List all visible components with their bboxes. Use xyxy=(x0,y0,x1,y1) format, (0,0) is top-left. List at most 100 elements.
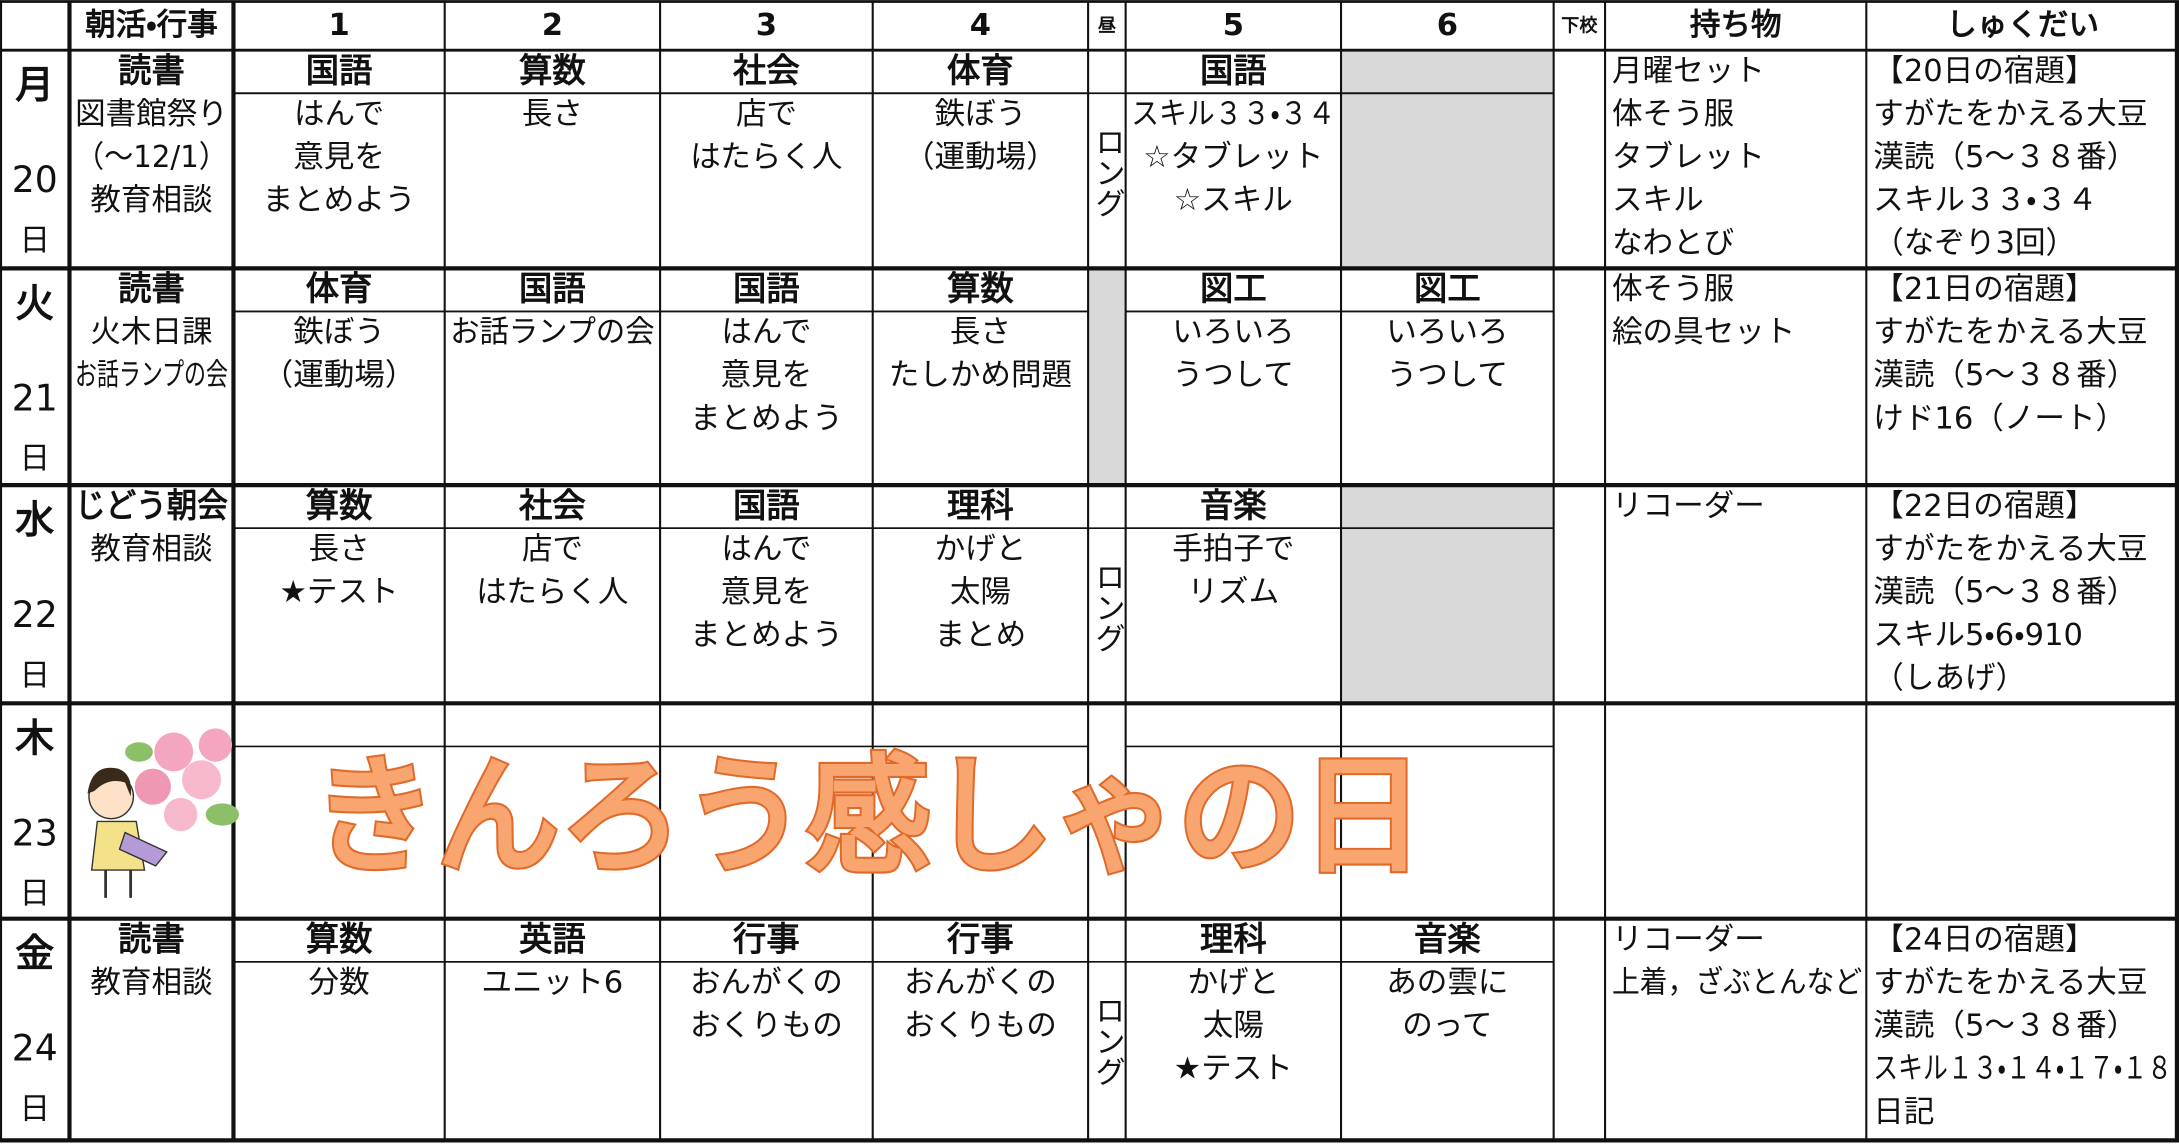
subject: 国語 xyxy=(733,269,800,308)
subject: 算数 xyxy=(306,919,373,958)
period-note: 長さ xyxy=(309,532,370,567)
homework: すがたをかえる大豆 xyxy=(1873,97,2147,132)
belonging: リコーダー xyxy=(1612,489,1765,524)
belonging: 月曜セット xyxy=(1612,54,1765,89)
morning-note: 火木日課 xyxy=(90,315,212,350)
period-note: まとめよう xyxy=(690,401,843,436)
header-label: 持ち物 xyxy=(1690,8,1782,43)
period-note: はんで xyxy=(294,97,384,132)
belonging: 絵の具セット xyxy=(1612,315,1795,350)
date-unit: 日 xyxy=(19,223,50,258)
period-note: かげと xyxy=(935,532,1027,567)
flower xyxy=(134,768,171,805)
subject: 算数 xyxy=(947,269,1014,308)
subject: 英語 xyxy=(519,919,586,958)
belonging: スキル xyxy=(1612,183,1704,218)
date-number: 23 xyxy=(12,811,58,854)
period-note: まとめよう xyxy=(263,183,416,218)
date-number: 20 xyxy=(12,158,58,201)
subject: 国語 xyxy=(519,269,586,308)
flower xyxy=(154,732,194,772)
subject: 音楽 xyxy=(1200,486,1267,525)
belonging: リコーダー xyxy=(1612,922,1765,957)
period-note: ユニット6 xyxy=(482,966,624,1001)
date-number: 21 xyxy=(12,376,58,419)
morning-note: 教育相談 xyxy=(90,966,212,1001)
flower xyxy=(163,797,198,832)
lunch-note: ロング xyxy=(1089,995,1124,1087)
flower xyxy=(182,760,221,800)
subject: 国語 xyxy=(733,486,800,525)
subject: 算数 xyxy=(519,51,586,90)
homework: スキル5・6・910 xyxy=(1873,618,2083,653)
subject: 社会 xyxy=(732,51,800,90)
header-label: しゅくだい xyxy=(1946,8,2099,43)
subject: 行事 xyxy=(946,919,1014,958)
homework: 漢読（5～３８番） xyxy=(1873,140,2137,175)
period-note: まとめよう xyxy=(690,618,843,653)
belonging: 体そう服 xyxy=(1612,272,1734,307)
holiday-banner: きんろう感しゃの日 xyxy=(313,743,1425,892)
subject: 算数 xyxy=(306,486,373,525)
subject: 図工 xyxy=(1200,269,1267,308)
subject: 体育 xyxy=(306,269,373,308)
header-label: 3 xyxy=(756,8,777,43)
period-note: 店で xyxy=(522,532,583,567)
cell-fill xyxy=(1341,50,1554,269)
subject: 図工 xyxy=(1414,269,1481,308)
period-note: のって xyxy=(1402,1009,1492,1044)
period-note: かげと xyxy=(1187,966,1279,1001)
period-note: 意見を xyxy=(721,358,813,393)
morning-note: じどう朝会 xyxy=(75,486,228,525)
period-note: はんで xyxy=(721,532,811,567)
subject: 社会 xyxy=(518,486,586,525)
period-note: （運動場） xyxy=(904,140,1057,175)
period-note: 鉄ぼう xyxy=(935,97,1027,132)
period-note: まとめ xyxy=(935,618,1027,653)
subject: 国語 xyxy=(306,51,373,90)
homework: すがたをかえる大豆 xyxy=(1873,966,2147,1001)
day-name: 金 xyxy=(15,932,54,977)
morning-note: （～12/1） xyxy=(75,140,228,175)
morning-note: 読書 xyxy=(118,919,185,958)
period-note: ★テスト xyxy=(280,575,399,610)
period-note: リズム xyxy=(1187,575,1279,610)
period-note: 分数 xyxy=(309,966,370,1001)
homework: 【21日の宿題】 xyxy=(1873,272,2095,307)
period-note: おんがくの xyxy=(904,966,1057,1001)
period-note: おくりもの xyxy=(690,1009,843,1044)
period-note: 長さ xyxy=(522,97,583,132)
bouquet-wrap xyxy=(118,831,168,867)
period-note: 意見を xyxy=(721,575,813,610)
leaf xyxy=(125,742,153,762)
flower xyxy=(198,728,233,762)
period-note: 意見を xyxy=(293,140,385,175)
date-unit: 日 xyxy=(19,877,50,912)
subject: 体育 xyxy=(947,51,1014,90)
leaf xyxy=(205,803,240,826)
day-name: 月 xyxy=(15,63,54,108)
period-note: はたらく人 xyxy=(690,140,842,175)
period-note: ★テスト xyxy=(1174,1052,1293,1087)
header-label: 5 xyxy=(1223,8,1244,43)
date-number: 22 xyxy=(12,593,58,636)
period-note: うつして xyxy=(1173,358,1294,393)
homework: 漢読（5～３８番） xyxy=(1873,575,2137,610)
period-note: 太陽 xyxy=(1203,1009,1264,1044)
illustration xyxy=(87,728,240,898)
period-note: （運動場） xyxy=(263,358,416,393)
homework: けド16（ノート） xyxy=(1873,401,2126,436)
period-note: 手拍子で xyxy=(1172,532,1294,567)
date-unit: 日 xyxy=(19,442,50,477)
period-note: いろいろ xyxy=(1172,315,1294,350)
morning-note: 図書館祭り xyxy=(75,97,228,132)
cell-fill xyxy=(1088,268,1126,486)
morning-note: 読書 xyxy=(118,269,185,308)
day-name: 木 xyxy=(15,716,54,761)
period-note: うつして xyxy=(1387,358,1508,393)
period-note: 店で xyxy=(736,97,797,132)
morning-note: 教育相談 xyxy=(90,532,212,567)
period-note: おくりもの xyxy=(904,1009,1057,1044)
